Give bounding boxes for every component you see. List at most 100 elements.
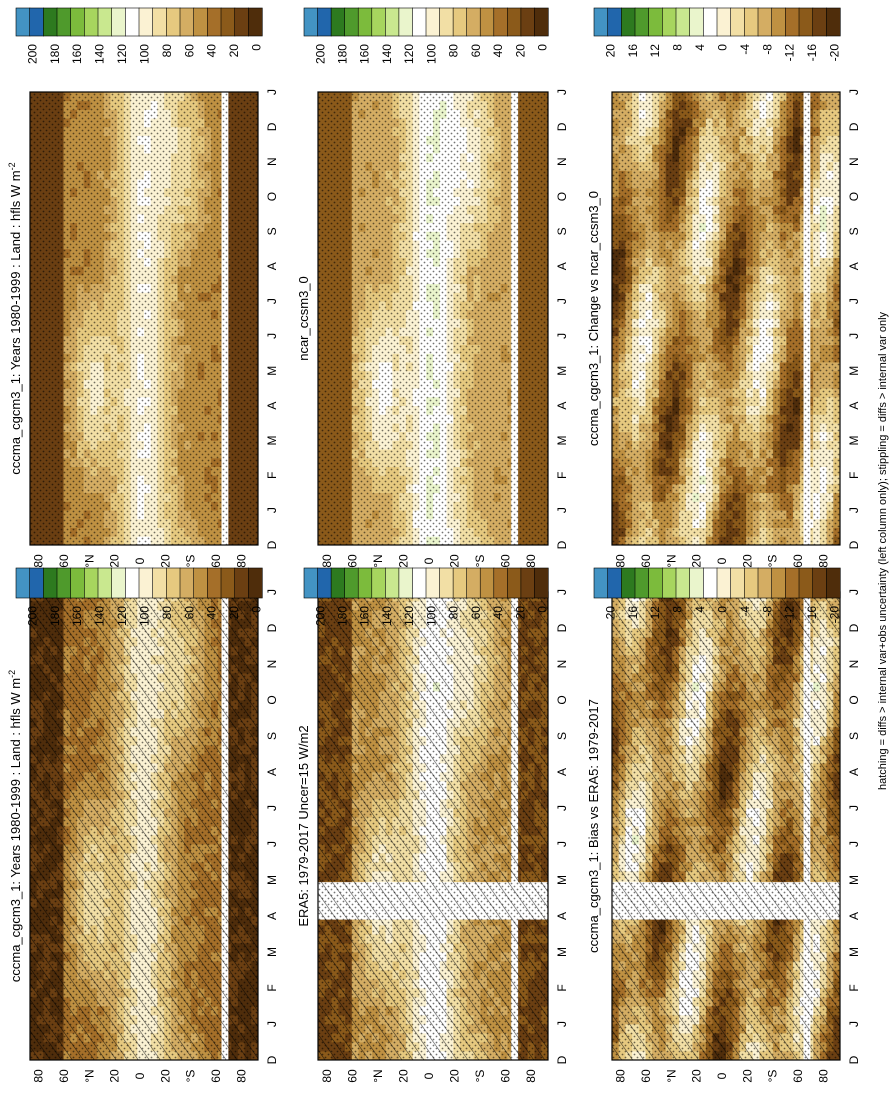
colorbar-swatch	[43, 7, 58, 37]
month-tick-label: F	[265, 984, 279, 991]
panel-title: cccma_cgcm3_1: Years 1980-1999 : Land : …	[7, 162, 23, 474]
colorbar-swatch	[56, 567, 72, 599]
colorbar-swatch	[248, 567, 263, 599]
latitude-tick-label: 60	[209, 554, 223, 568]
colorbar-tick-label: 160	[70, 606, 84, 626]
panel-title: cccma_cgcm3_1: Years 1980-1999 : Land : …	[7, 670, 23, 982]
month-tick-label: D	[265, 623, 279, 632]
colorbar-swatch	[179, 7, 195, 37]
month-tick-label: J	[265, 333, 279, 339]
colorbar-swatch	[29, 7, 44, 37]
colorbar-tick-label: 100	[137, 44, 151, 64]
colorbar-tick-label: 40	[205, 44, 219, 58]
stippling-overlay	[30, 92, 258, 545]
latitude-tick-label: 80	[32, 1069, 46, 1083]
month-tick-label: S	[265, 732, 279, 740]
colorbar-swatch	[234, 7, 249, 37]
month-tick-label: A	[265, 768, 279, 776]
latitude-tick-label: 60	[57, 554, 71, 568]
month-tick-label: J	[265, 507, 279, 513]
colorbar-tick-label: 80	[160, 606, 174, 620]
colorbar-tick-label: 180	[48, 606, 62, 626]
month-tick-label: N	[265, 157, 279, 166]
month-tick-label: D	[265, 540, 279, 549]
month-tick-label: J	[265, 298, 279, 304]
month-tick-label: N	[265, 660, 279, 669]
colorbar-swatch	[43, 567, 58, 599]
colorbar-swatch	[111, 7, 126, 37]
month-tick-label: J	[265, 89, 279, 95]
month-tick-label: O	[265, 695, 279, 704]
colorbar-swatch	[166, 7, 181, 37]
hatching-overlay	[30, 592, 258, 1060]
colorbar-swatch	[152, 7, 167, 37]
month-tick-label: J	[265, 805, 279, 811]
latitude-tick-label: 20	[108, 554, 122, 568]
month-tick-label: M	[265, 947, 279, 957]
month-tick-label: A	[265, 262, 279, 270]
colorbar-tick-label: 20	[227, 44, 241, 58]
month-tick-label: M	[265, 366, 279, 376]
colorbar-swatch	[193, 567, 208, 599]
month-tick-label: M	[265, 875, 279, 885]
colorbar-tick-label: 120	[115, 44, 129, 64]
colorbar-swatch	[70, 567, 85, 599]
colorbar-tick-label: 160	[70, 44, 84, 64]
colorbar-tick-label: 120	[115, 606, 129, 626]
colorbar-tick-label: 0	[250, 606, 264, 613]
colorbar-swatch	[15, 7, 31, 37]
latitude-tick-label: 20	[108, 1069, 122, 1083]
month-tick-label: O	[265, 192, 279, 201]
colorbar-swatch	[152, 567, 167, 599]
colorbar-swatch	[138, 7, 154, 37]
month-tick-label: J	[265, 1021, 279, 1027]
colorbar-tick-label: 80	[160, 44, 174, 58]
month-tick-label: J	[265, 589, 279, 595]
latitude-tick-label: 20	[158, 554, 172, 568]
month-tick-label: F	[265, 472, 279, 479]
month-tick-label: M	[265, 435, 279, 445]
colorbar-swatch	[70, 7, 85, 37]
colorbar-tick-label: 200	[25, 606, 39, 626]
colorbar-swatch	[220, 7, 236, 37]
month-tick-label: D	[265, 1055, 279, 1064]
colorbar-swatch	[15, 567, 31, 599]
colorbar-swatch	[138, 567, 154, 599]
latitude-tick-label: 60	[209, 1069, 223, 1083]
colorbar-swatch	[56, 7, 72, 37]
latitude-tick-label: 0	[133, 1072, 147, 1079]
colorbar-swatch	[193, 7, 208, 37]
colorbar-swatch	[29, 567, 44, 599]
month-tick-label: S	[265, 227, 279, 235]
colorbar-swatch	[207, 567, 222, 599]
month-tick-label: A	[265, 402, 279, 410]
colorbar-swatch	[84, 567, 99, 599]
colorbar-swatch	[220, 567, 236, 599]
colorbar-tick-label: 100	[137, 606, 151, 626]
colorbar-swatch	[166, 567, 181, 599]
latitude-tick-label: 80	[234, 1069, 248, 1083]
latitude-tick-label: 80	[32, 554, 46, 568]
month-tick-label: D	[265, 122, 279, 131]
colorbar-swatch	[125, 7, 140, 37]
colorbar-tick-label: 140	[93, 606, 107, 626]
title-unit-superscript: -2	[7, 670, 17, 678]
month-tick-label: A	[265, 912, 279, 920]
plot-frame	[29, 91, 259, 546]
colorbar-swatch	[111, 567, 126, 599]
colorbar-swatch	[207, 7, 222, 37]
latitude-tick-label: °N	[82, 554, 96, 567]
colorbar-swatch	[179, 567, 195, 599]
colorbar-tick-label: 40	[205, 606, 219, 620]
colorbar-swatch	[97, 7, 113, 37]
colorbar-tick-label: 60	[182, 606, 196, 620]
month-tick-label: J	[265, 841, 279, 847]
latitude-tick-label: °N	[82, 1069, 96, 1082]
colorbar-tick-label: 0	[250, 44, 264, 51]
colorbar-tick-label: 180	[48, 44, 62, 64]
